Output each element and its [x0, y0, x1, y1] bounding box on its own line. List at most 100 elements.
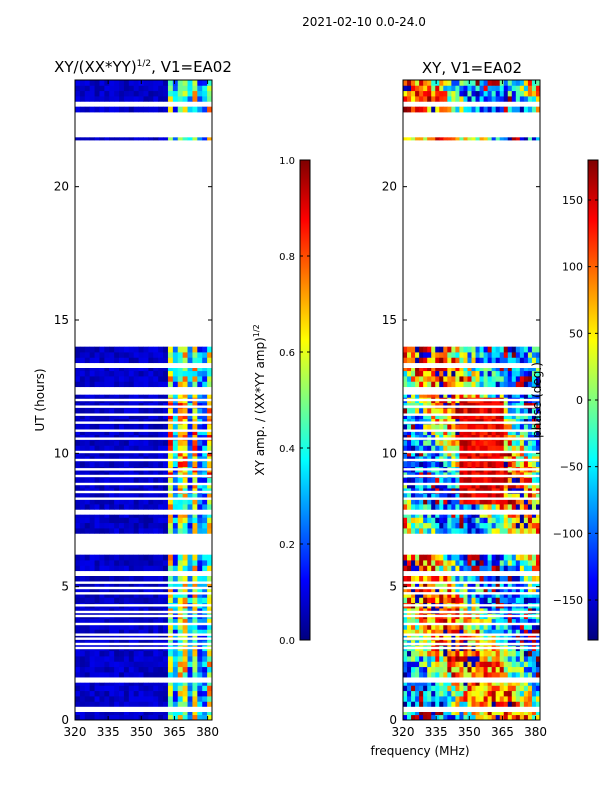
heatmap-cell [133, 592, 139, 598]
heatmap-cell [138, 346, 144, 353]
heatmap-cell [202, 477, 208, 484]
heatmap-cell [187, 370, 193, 377]
heatmap-cell [403, 560, 408, 566]
heatmap-cell [143, 576, 149, 582]
heatmap-cell [104, 429, 110, 436]
heatmap-cell [172, 586, 179, 593]
heatmap-cell [459, 90, 464, 97]
heatmap-cell [455, 554, 460, 561]
heatmap-cell [523, 96, 529, 102]
heatmap-cell [427, 424, 432, 430]
heatmap-cell [523, 368, 529, 372]
heatmap-cell [79, 522, 86, 529]
heatmap-cell [527, 650, 533, 657]
heatmap-cell [503, 80, 509, 86]
heatmap-cell [467, 576, 472, 582]
heatmap-cell [158, 408, 164, 414]
heatmap-cell [148, 440, 154, 446]
heatmap-cell [177, 352, 184, 358]
heatmap-cell [463, 514, 468, 518]
heatmap-cell [491, 672, 497, 678]
heatmap-cell [94, 85, 100, 92]
heatmap-cell [431, 493, 436, 500]
heatmap-cell [419, 352, 424, 358]
heatmap-cell [499, 96, 505, 102]
heatmap-cell [167, 581, 174, 588]
heatmap-cell [138, 96, 144, 102]
heatmap-cell [499, 445, 505, 452]
heatmap-cell [535, 137, 541, 141]
heatmap-cell [148, 346, 154, 353]
heatmap-cell [419, 672, 424, 678]
heatmap-cell [99, 597, 105, 604]
heatmap-cell [403, 701, 408, 708]
heatmap-cell [491, 477, 497, 484]
heatmap-cell [123, 624, 130, 630]
heatmap-cell [515, 672, 521, 678]
heatmap-cell [119, 376, 125, 382]
heatmap-cell [202, 672, 208, 678]
heatmap-cell [197, 370, 203, 377]
heatmap-cell [503, 450, 509, 457]
heatmap-cell [75, 106, 81, 113]
heatmap-cell [99, 357, 105, 364]
heatmap-cell [79, 629, 86, 636]
heatmap-cell [79, 461, 86, 468]
heatmap-cell [447, 517, 452, 524]
heatmap-cell [138, 597, 144, 604]
heatmap-cell [531, 370, 537, 377]
heatmap-cell [202, 504, 208, 510]
heatmap-cell [411, 666, 416, 673]
heatmap-cell [531, 712, 537, 716]
heatmap-cell [123, 522, 130, 529]
heatmap-cell [487, 424, 493, 430]
heatmap-cell [447, 514, 452, 518]
heatmap-cell [419, 714, 424, 721]
heatmap-cell [415, 712, 420, 716]
heatmap-cell [511, 504, 517, 510]
heatmap-cell [192, 690, 198, 697]
heatmap-cell [138, 701, 144, 708]
heatmap-cell [471, 445, 476, 452]
heatmap-cell [207, 712, 213, 716]
heatmap-cell [89, 517, 95, 524]
heatmap-cell [499, 661, 505, 668]
heatmap-cell [487, 517, 493, 524]
heatmap-cell [104, 106, 110, 113]
heatmap-cell [79, 346, 86, 353]
heatmap-cell [519, 376, 525, 382]
heatmap-cell [128, 685, 135, 692]
heatmap-cell [407, 357, 412, 364]
heatmap-cell [167, 357, 174, 364]
heatmap-cell [411, 498, 416, 505]
heatmap-cell [403, 576, 408, 582]
heatmap-cell [471, 429, 476, 436]
heatmap-cell [423, 498, 428, 505]
heatmap-cell [128, 450, 135, 457]
heatmap-cell [192, 424, 198, 430]
heatmap-cell [455, 712, 460, 716]
heatmap-cell [114, 666, 120, 673]
heatmap-cell [114, 586, 120, 593]
heatmap-cell [84, 413, 91, 420]
heatmap-cell [403, 629, 408, 636]
heatmap-cell [99, 440, 105, 446]
heatmap-cell [435, 477, 440, 484]
heatmap-cell [431, 450, 436, 457]
heatmap-cell [507, 685, 513, 692]
heatmap-cell [89, 528, 95, 534]
heatmap-cell [138, 137, 144, 141]
heatmap-cell [503, 376, 509, 382]
heatmap-cell [411, 357, 416, 364]
heatmap-cell [138, 493, 144, 500]
heatmap-cell [403, 346, 408, 353]
heatmap-cell [523, 576, 529, 582]
heatmap-cell [507, 445, 513, 452]
heatmap-cell [128, 672, 135, 678]
heatmap-cell [515, 408, 521, 414]
heatmap-cell [443, 482, 448, 489]
heatmap-cell [75, 429, 81, 436]
heatmap-cell [143, 346, 149, 353]
heatmap-cell [109, 106, 115, 113]
heatmap-cell [499, 368, 505, 372]
